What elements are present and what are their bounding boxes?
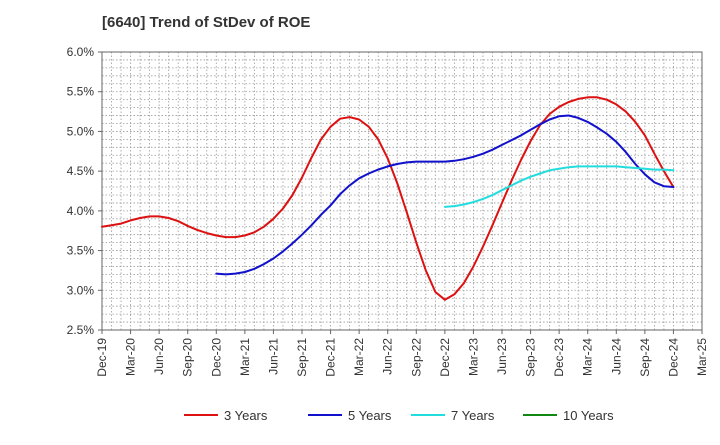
x-tick-label: Jun-21: [266, 338, 280, 375]
x-tick-label: Dec-22: [438, 338, 452, 377]
plot-area: [102, 52, 702, 330]
y-tick-label: 5.0%: [67, 124, 95, 138]
y-tick-label: 3.5%: [67, 244, 95, 258]
series-line-3: [443, 165, 675, 208]
y-tick-label: 2.5%: [67, 323, 95, 337]
legend-label-4: 10 Years: [563, 408, 614, 423]
y-tick-label: 4.5%: [67, 164, 95, 178]
x-tick-label: Jun-24: [609, 338, 623, 375]
x-tick-label: Mar-23: [466, 338, 480, 376]
x-tick-label: Jun-22: [381, 338, 395, 375]
legend-label-1: 3 Years: [224, 408, 268, 423]
x-tick-label: Sep-20: [181, 338, 195, 377]
x-tick-label: Jun-20: [152, 338, 166, 375]
y-tick-label: 5.5%: [67, 85, 95, 99]
legend-label-3: 7 Years: [451, 408, 495, 423]
x-tick-label: Dec-23: [552, 338, 566, 377]
legend-label-2: 5 Years: [348, 408, 392, 423]
x-tick-label: Sep-22: [409, 338, 423, 377]
x-tick-label: Dec-24: [666, 338, 680, 377]
x-tick-label: Sep-24: [638, 338, 652, 377]
x-tick-label: Dec-21: [324, 338, 338, 377]
x-tick-label: Jun-23: [495, 338, 509, 375]
x-tick-label: Mar-24: [581, 338, 595, 376]
x-tick-label: Dec-20: [209, 338, 223, 377]
x-tick-label: Mar-21: [238, 338, 252, 376]
y-tick-label: 6.0%: [67, 45, 95, 59]
y-tick-label: 4.0%: [67, 204, 95, 218]
plot-border: [101, 51, 703, 331]
x-tick-label: Mar-25: [695, 338, 709, 376]
y-tick-label: 3.0%: [67, 283, 95, 297]
x-tick-label: Sep-23: [524, 338, 538, 377]
series-line-1: [101, 96, 675, 301]
x-tick-label: Dec-19: [95, 338, 109, 377]
x-tick-label: Mar-20: [124, 338, 138, 376]
chart-title: [6640] Trend of StDev of ROE: [102, 14, 311, 31]
x-tick-label: Mar-22: [352, 338, 366, 376]
series-line-2: [215, 114, 675, 276]
x-tick-label: Sep-21: [295, 338, 309, 377]
